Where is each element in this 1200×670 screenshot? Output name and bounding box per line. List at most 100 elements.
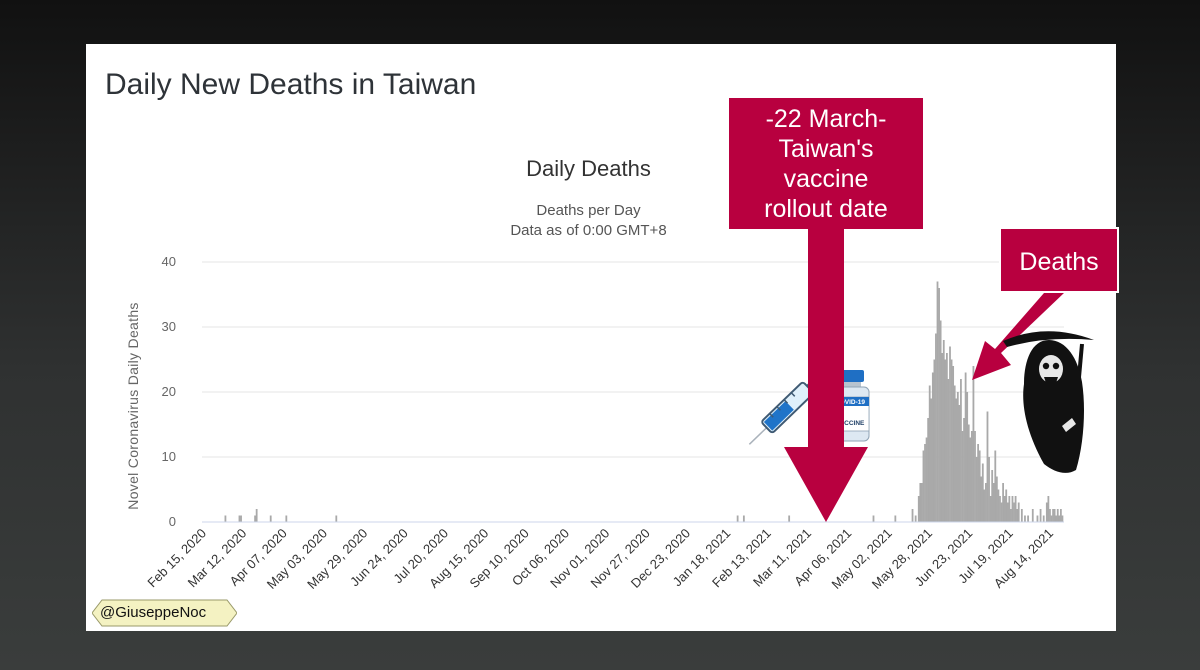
bar <box>1045 502 1048 522</box>
page-title: Daily New Deaths in Taiwan <box>105 68 477 101</box>
bar <box>1010 509 1012 522</box>
bar <box>969 437 972 522</box>
bar <box>254 515 256 522</box>
rollout-line-1: -22 March- <box>765 105 887 133</box>
bar <box>927 418 930 522</box>
y-tick-label: 10 <box>162 449 176 464</box>
bar <box>1042 515 1045 522</box>
bar <box>1008 496 1011 522</box>
bar <box>945 353 948 522</box>
grim-reaper-icon <box>1003 331 1094 473</box>
bar <box>920 483 923 522</box>
bar <box>1047 496 1050 522</box>
bar <box>975 457 978 522</box>
bar <box>955 398 958 522</box>
bar <box>911 509 914 522</box>
bar <box>1020 509 1023 522</box>
bar <box>983 489 986 522</box>
bar <box>1006 502 1009 522</box>
bar <box>335 515 338 522</box>
rollout-line-4: rollout date <box>764 195 888 223</box>
bar <box>930 398 933 522</box>
y-tick-label: 20 <box>162 384 176 399</box>
slide-panel: Daily New Deaths in Taiwan Daily Deaths … <box>86 44 1119 631</box>
bar <box>1024 515 1026 522</box>
bar <box>941 353 944 522</box>
bar <box>922 450 925 522</box>
bar <box>991 470 994 522</box>
bar <box>238 515 241 522</box>
bar <box>925 437 928 522</box>
bar <box>1002 483 1004 522</box>
rollout-arrow <box>784 229 868 522</box>
bar <box>949 346 951 522</box>
rollout-line-3: vaccine <box>783 165 869 193</box>
bar <box>992 483 995 522</box>
bar <box>1049 509 1051 522</box>
chart-subtitle-line-1: Deaths per Day <box>536 202 641 219</box>
bar <box>935 333 937 522</box>
bar <box>742 515 745 522</box>
y-tick-label: 30 <box>162 319 176 334</box>
bar <box>928 385 931 522</box>
bar <box>1050 515 1053 522</box>
bar <box>1058 515 1061 522</box>
bar <box>269 515 272 522</box>
bar <box>224 515 227 522</box>
bar <box>1003 496 1006 522</box>
bars <box>224 281 1064 522</box>
bar <box>936 281 939 522</box>
bar <box>974 431 976 522</box>
bar <box>963 418 965 522</box>
bar <box>1052 509 1054 522</box>
bar <box>942 340 945 522</box>
bar <box>894 515 897 522</box>
y-axis-label: Novel Coronavirus Daily Deaths <box>125 302 141 509</box>
bar <box>1016 509 1019 522</box>
bar <box>980 476 983 522</box>
bar <box>788 515 791 522</box>
bar <box>978 450 981 522</box>
chart-title: Daily Deaths <box>526 156 651 181</box>
bar <box>933 359 936 522</box>
watermark-background <box>92 599 237 627</box>
gridlines <box>202 261 1064 458</box>
bar <box>1013 502 1015 522</box>
bar <box>972 366 975 522</box>
bar <box>994 450 997 522</box>
bar <box>964 372 967 522</box>
watermark: @GiuseppeNoc <box>92 598 237 628</box>
bar <box>986 411 989 522</box>
bar <box>956 392 959 522</box>
bar <box>989 496 992 522</box>
bar <box>285 515 288 522</box>
bar <box>872 515 875 522</box>
daily-deaths-chart: 0 10 20 30 40 Novel Coronavirus Daily Deaths… <box>125 229 1094 592</box>
bar <box>1055 515 1058 522</box>
bar <box>988 457 990 522</box>
bar <box>924 444 926 522</box>
bar <box>1014 496 1017 522</box>
rollout-line-2: Taiwan's <box>778 135 874 163</box>
bar <box>1039 509 1042 522</box>
bar <box>961 431 964 522</box>
bar <box>1017 502 1020 522</box>
bar <box>1011 496 1014 522</box>
y-axis-ticks: 0 10 20 30 40 <box>162 254 176 529</box>
bar <box>1036 515 1039 522</box>
bar <box>997 489 1000 522</box>
bar <box>966 392 969 522</box>
bar <box>939 320 942 522</box>
y-tick-label: 40 <box>162 254 176 269</box>
bar <box>953 385 956 522</box>
bar <box>1031 509 1034 522</box>
bar <box>999 496 1001 522</box>
vial-label-top: COVID-19 <box>835 399 865 406</box>
bar <box>970 431 973 522</box>
bar <box>947 379 950 522</box>
chart-subtitle-line-2: Data as of 0:00 GMT+8 <box>510 222 667 239</box>
bar <box>1053 509 1056 522</box>
bar <box>1059 509 1062 522</box>
vial-label-bottom: VACCINE <box>836 420 865 427</box>
